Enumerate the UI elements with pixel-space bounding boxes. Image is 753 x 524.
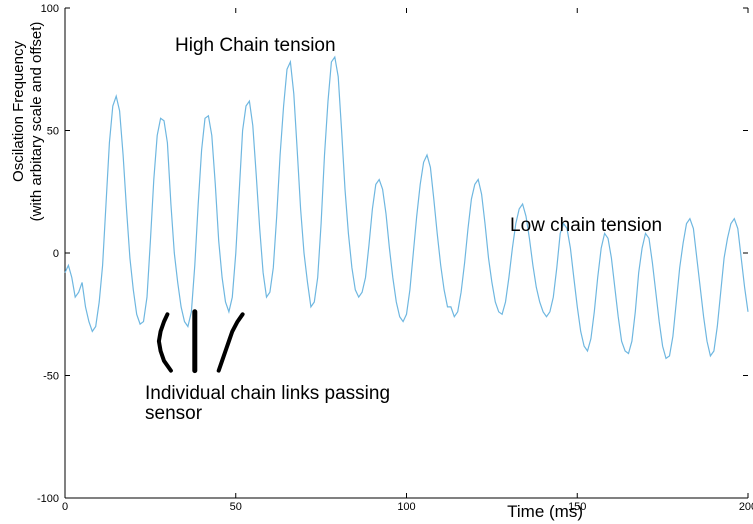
annotation-low-tension: Low chain tension (510, 215, 662, 237)
annotation-chain-links-2: sensor (145, 403, 202, 425)
annotation-high-tension: High Chain tension (175, 35, 336, 57)
oscillation-line-chart: 050100150200-100-50050100 (0, 0, 753, 524)
svg-text:50: 50 (230, 501, 242, 513)
svg-text:200: 200 (739, 501, 753, 513)
svg-text:-50: -50 (43, 371, 59, 383)
svg-text:-100: -100 (37, 493, 59, 505)
svg-text:0: 0 (53, 248, 59, 260)
svg-text:50: 50 (47, 126, 59, 138)
x-axis-label: Time (ms) (507, 502, 583, 522)
svg-text:100: 100 (397, 501, 415, 513)
annotation-chain-links-1: Individual chain links passing (145, 383, 390, 405)
y-axis-label-line2: (with arbitary scale and offset) (28, 0, 45, 262)
y-axis-label-line1: Oscilation Frequency (10, 0, 27, 252)
svg-text:0: 0 (62, 501, 68, 513)
